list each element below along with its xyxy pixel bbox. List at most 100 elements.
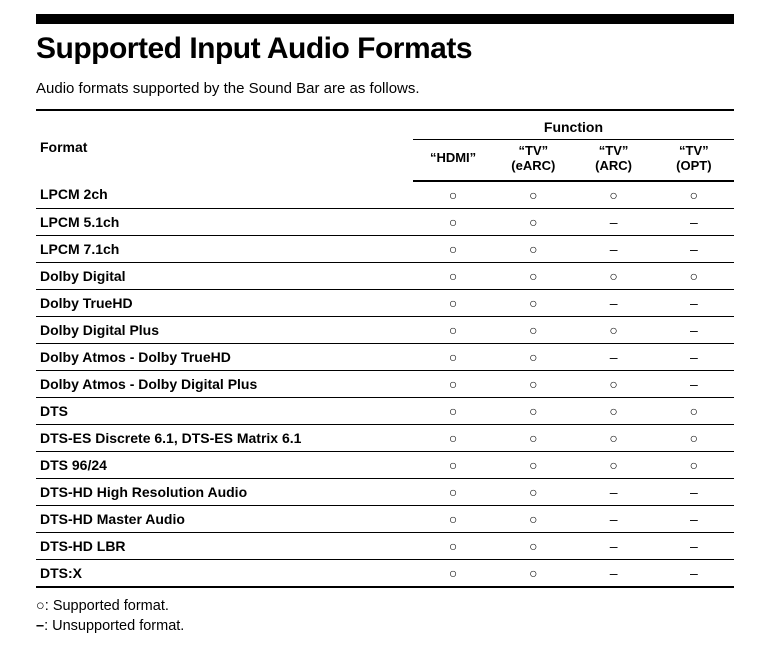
support-cell: – <box>573 235 653 262</box>
support-cell: ○ <box>493 316 573 343</box>
support-cell: ○ <box>413 370 493 397</box>
header-col-3: “TV”(OPT) <box>654 140 734 181</box>
table-row: LPCM 7.1ch○○–– <box>36 235 734 262</box>
format-cell: Dolby Atmos - Dolby TrueHD <box>36 343 413 370</box>
support-cell: – <box>654 532 734 559</box>
table-row: LPCM 2ch○○○○ <box>36 181 734 209</box>
page-title: Supported Input Audio Formats <box>36 32 734 66</box>
support-cell: ○ <box>413 451 493 478</box>
support-cell: ○ <box>493 532 573 559</box>
table-row: DTS-HD High Resolution Audio○○–– <box>36 478 734 505</box>
support-cell: – <box>573 208 653 235</box>
support-cell: ○ <box>413 343 493 370</box>
support-cell: ○ <box>654 451 734 478</box>
support-cell: ○ <box>413 505 493 532</box>
support-cell: ○ <box>493 235 573 262</box>
support-cell: ○ <box>413 181 493 209</box>
support-cell: ○ <box>413 289 493 316</box>
table-row: DTS-HD LBR○○–– <box>36 532 734 559</box>
table-row: DTS-ES Discrete 6.1, DTS-ES Matrix 6.1○○… <box>36 424 734 451</box>
support-cell: ○ <box>493 289 573 316</box>
table-row: DTS○○○○ <box>36 397 734 424</box>
table-row: DTS-HD Master Audio○○–– <box>36 505 734 532</box>
header-col-2: “TV”(ARC) <box>573 140 653 181</box>
format-cell: DTS <box>36 397 413 424</box>
support-cell: ○ <box>573 262 653 289</box>
legend: ○: Supported format. –: Unsupported form… <box>36 596 734 637</box>
support-cell: ○ <box>493 478 573 505</box>
header-col-line2: (OPT) <box>676 158 711 173</box>
support-cell: ○ <box>413 424 493 451</box>
support-cell: ○ <box>493 397 573 424</box>
support-cell: – <box>654 235 734 262</box>
support-cell: ○ <box>413 208 493 235</box>
table-row: DTS 96/24○○○○ <box>36 451 734 478</box>
format-cell: Dolby Digital Plus <box>36 316 413 343</box>
support-cell: – <box>654 478 734 505</box>
support-cell: ○ <box>654 397 734 424</box>
support-cell: ○ <box>654 181 734 209</box>
top-rule <box>36 14 734 24</box>
legend-circle-icon: ○ <box>36 598 45 614</box>
header-col-line1: “TV” <box>679 143 709 158</box>
support-cell: ○ <box>493 559 573 587</box>
support-cell: ○ <box>654 262 734 289</box>
table-row: Dolby TrueHD○○–– <box>36 289 734 316</box>
header-function: Function <box>413 110 734 140</box>
table-body: LPCM 2ch○○○○LPCM 5.1ch○○––LPCM 7.1ch○○––… <box>36 181 734 587</box>
support-cell: ○ <box>493 262 573 289</box>
support-cell: – <box>573 559 653 587</box>
format-cell: DTS-ES Discrete 6.1, DTS-ES Matrix 6.1 <box>36 424 413 451</box>
support-cell: ○ <box>493 181 573 209</box>
header-col-0: “HDMI” <box>413 140 493 181</box>
legend-supported: ○: Supported format. <box>36 596 734 616</box>
format-cell: DTS 96/24 <box>36 451 413 478</box>
support-cell: – <box>573 478 653 505</box>
format-cell: Dolby Digital <box>36 262 413 289</box>
support-cell: – <box>573 532 653 559</box>
header-col-line2: (eARC) <box>511 158 555 173</box>
table-row: DTS:X○○–– <box>36 559 734 587</box>
header-col-line2: (ARC) <box>595 158 632 173</box>
support-cell: ○ <box>573 451 653 478</box>
support-cell: ○ <box>413 532 493 559</box>
support-cell: – <box>654 316 734 343</box>
support-cell: ○ <box>493 343 573 370</box>
table-row: Dolby Digital○○○○ <box>36 262 734 289</box>
format-cell: LPCM 7.1ch <box>36 235 413 262</box>
table-row: Dolby Atmos - Dolby Digital Plus○○○– <box>36 370 734 397</box>
support-cell: ○ <box>493 208 573 235</box>
header-col-1: “TV”(eARC) <box>493 140 573 181</box>
support-cell: ○ <box>654 424 734 451</box>
support-cell: ○ <box>493 424 573 451</box>
support-cell: – <box>654 505 734 532</box>
support-cell: ○ <box>573 397 653 424</box>
support-cell: ○ <box>573 316 653 343</box>
legend-unsupported: –: Unsupported format. <box>36 616 734 636</box>
support-cell: – <box>654 559 734 587</box>
support-cell: ○ <box>493 370 573 397</box>
support-cell: – <box>573 289 653 316</box>
support-cell: – <box>654 208 734 235</box>
legend-dash-icon: – <box>36 618 44 634</box>
format-cell: Dolby Atmos - Dolby Digital Plus <box>36 370 413 397</box>
support-cell: ○ <box>573 370 653 397</box>
support-cell: ○ <box>413 316 493 343</box>
support-cell: ○ <box>413 397 493 424</box>
support-cell: – <box>654 343 734 370</box>
format-cell: DTS-HD LBR <box>36 532 413 559</box>
support-cell: – <box>573 343 653 370</box>
support-cell: ○ <box>573 181 653 209</box>
support-cell: – <box>573 505 653 532</box>
support-cell: ○ <box>413 559 493 587</box>
support-cell: – <box>654 289 734 316</box>
table-row: LPCM 5.1ch○○–– <box>36 208 734 235</box>
support-cell: ○ <box>413 262 493 289</box>
support-cell: ○ <box>413 478 493 505</box>
support-cell: – <box>654 370 734 397</box>
support-cell: ○ <box>573 424 653 451</box>
format-cell: LPCM 5.1ch <box>36 208 413 235</box>
header-col-line1: “TV” <box>599 143 629 158</box>
table-row: Dolby Atmos - Dolby TrueHD○○–– <box>36 343 734 370</box>
format-cell: DTS-HD Master Audio <box>36 505 413 532</box>
